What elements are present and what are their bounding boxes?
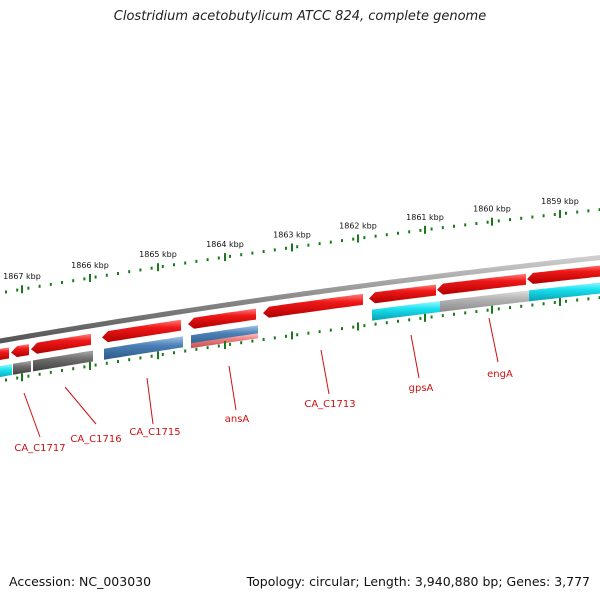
gene-leader-line <box>488 317 499 363</box>
kbp-tick-label: 1859 kbp <box>541 197 579 206</box>
gene-label: CA_C1713 <box>304 399 355 410</box>
cog-feature-band <box>104 336 183 360</box>
gene-label-layer: CA_C1717 CA_C1716 CA_C1715 ansA CA_C1713 gpsA… <box>14 317 513 454</box>
backbone-ring <box>0 255 600 344</box>
gene-label: CA_C1716 <box>70 434 121 445</box>
inner-tick-ring <box>5 296 600 382</box>
cds-feature-arrow <box>437 273 526 295</box>
gene-leader-line <box>228 365 237 411</box>
cog-feature-band <box>0 363 12 377</box>
cog-feature-band <box>13 360 31 375</box>
kbp-tick-label: 1865 kbp <box>139 250 177 259</box>
map-title: Clostridium acetobutylicum ATCC 824, com… <box>113 9 487 24</box>
cds-feature-arrow <box>188 308 256 329</box>
gene-label: CA_C1715 <box>129 427 180 438</box>
accession-text: Accession: NC_003030 <box>9 574 152 589</box>
outer-tick-ring: 1867 kbp 1866 kbp 1865 kbp 1864 kbp 1863 kbp… <box>3 197 600 294</box>
gene-label: engA <box>487 369 513 380</box>
gene-leader-line <box>146 377 154 425</box>
cds-feature-arrow <box>369 284 436 304</box>
cds-feature-arrow <box>31 333 91 354</box>
cog-feature-band <box>440 290 529 312</box>
gene-label: CA_C1717 <box>14 443 65 454</box>
cog-feature-band <box>529 282 600 302</box>
kbp-tick-label: 1864 kbp <box>206 240 244 249</box>
kbp-tick-label: 1860 kbp <box>473 205 511 214</box>
cog-feature-band <box>33 350 93 372</box>
cds-feature-arrow <box>0 347 9 360</box>
kbp-tick-label: 1863 kbp <box>273 230 311 239</box>
cog-feature-band <box>372 301 440 321</box>
cds-feature-arrow <box>102 319 181 343</box>
cds-track <box>0 265 600 360</box>
gene-leader-line <box>64 386 97 425</box>
gene-leader-line <box>23 392 41 438</box>
kbp-tick-label: 1861 kbp <box>406 213 444 222</box>
gene-label: ansA <box>225 414 250 425</box>
cog-feature-band <box>191 333 258 349</box>
genome-backbone <box>0 255 600 344</box>
cds-feature-arrow <box>11 344 29 358</box>
kbp-tick-label: 1866 kbp <box>71 261 109 270</box>
gene-leader-line <box>320 349 330 395</box>
cds-feature-arrow <box>527 265 600 284</box>
kbp-tick-label: 1867 kbp <box>3 272 41 281</box>
gene-label: gpsA <box>409 383 434 394</box>
gene-leader-line <box>410 334 420 379</box>
cog-track <box>0 282 600 377</box>
genome-summary-text: Topology: circular; Length: 3,940,880 bp… <box>246 574 590 589</box>
cds-feature-arrow <box>263 293 363 318</box>
kbp-tick-label: 1862 kbp <box>339 221 377 230</box>
